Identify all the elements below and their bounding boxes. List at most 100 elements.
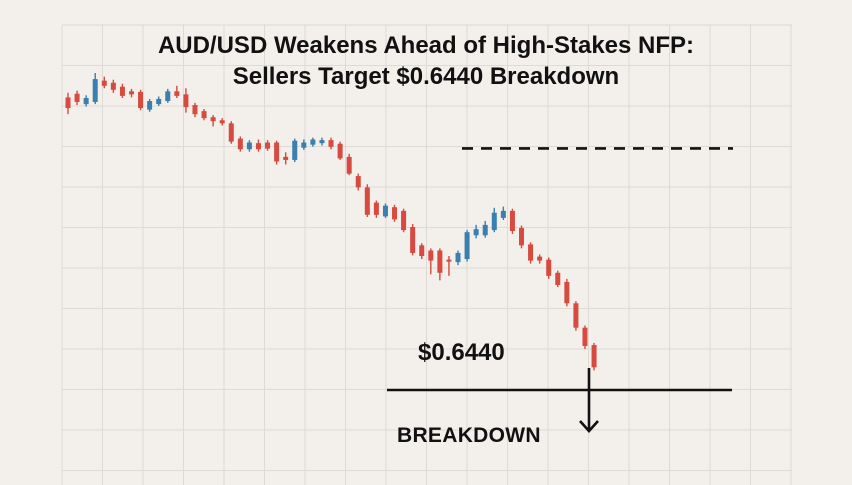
candle-down	[255, 139, 261, 152]
candle-body	[528, 244, 534, 261]
candle-body	[582, 327, 588, 346]
candle-body	[310, 139, 316, 145]
candle-down	[564, 278, 570, 307]
candle-body	[119, 86, 125, 96]
candle-body	[491, 212, 497, 231]
candle-down	[555, 270, 561, 288]
chart-title-line-1: AUD/USD Weakens Ahead of High-Stakes NFP…	[157, 32, 695, 59]
candle-body	[274, 142, 280, 162]
candle-down	[201, 108, 207, 121]
candle-down	[237, 136, 243, 152]
candle-up	[310, 137, 316, 147]
candle-down	[428, 248, 434, 275]
candle-body	[455, 252, 461, 263]
candle-body	[564, 281, 570, 304]
candle-body	[255, 143, 261, 150]
candle-body	[283, 156, 289, 160]
candle-body	[65, 97, 71, 109]
candle-body	[83, 98, 89, 105]
candle-down	[101, 76, 107, 89]
candle-body	[110, 82, 116, 90]
candle-body	[337, 143, 343, 159]
candle-body	[392, 207, 398, 220]
candle-body	[328, 140, 334, 147]
candle-body	[147, 101, 153, 110]
candle-up	[147, 98, 153, 112]
candle-down	[210, 115, 216, 127]
candle-down	[174, 85, 180, 99]
candle-body	[346, 156, 352, 174]
candle-up	[92, 73, 98, 105]
candle-body	[192, 105, 198, 115]
candle-body	[355, 176, 361, 188]
candle-up	[464, 230, 470, 262]
candle-body	[419, 245, 425, 256]
levels	[387, 147, 733, 433]
candle-down	[128, 88, 134, 98]
breakdown-label: BREAKDOWN	[397, 424, 541, 447]
support-price-label: $0.6440	[418, 339, 505, 366]
candle-down	[219, 118, 225, 126]
candle-body	[428, 250, 434, 261]
candle-down	[373, 200, 379, 218]
candle-body	[301, 142, 307, 148]
candle-up	[246, 140, 252, 152]
candle-up	[83, 95, 89, 107]
candle-body	[183, 94, 189, 108]
candle-body	[201, 111, 207, 119]
candle-down	[138, 89, 144, 111]
candle-body	[555, 272, 561, 285]
candle-up	[500, 206, 506, 221]
candle-body	[546, 259, 552, 276]
candle-down	[119, 83, 125, 99]
candle-body	[573, 303, 579, 328]
candle-down	[274, 140, 280, 165]
candle-down	[346, 153, 352, 176]
candle-body	[128, 91, 134, 95]
candle-down	[74, 90, 80, 106]
candle-up	[301, 139, 307, 150]
candle-down	[364, 184, 370, 217]
candle-body	[509, 210, 515, 231]
candle-down	[110, 79, 116, 93]
grid	[61, 24, 792, 485]
candle-body	[246, 142, 252, 150]
candle-body	[174, 91, 180, 96]
candle-down	[537, 254, 543, 264]
candle-down	[392, 204, 398, 222]
candle-body	[437, 250, 443, 273]
candle-up	[491, 207, 497, 233]
breakdown-arrow-head	[579, 420, 599, 433]
candle-down	[283, 152, 289, 165]
candle-down	[509, 208, 515, 235]
candle-up	[165, 88, 171, 103]
candle-body	[446, 259, 452, 262]
candle-body	[519, 227, 524, 246]
candle-up	[156, 96, 162, 106]
candle-body	[319, 140, 325, 144]
candle-down	[65, 92, 71, 115]
candle-body	[92, 79, 98, 102]
candle-body	[364, 187, 370, 215]
candle-down	[582, 325, 588, 350]
candle-body	[165, 91, 171, 102]
candle-body	[219, 120, 225, 124]
candle-body	[265, 142, 271, 149]
candle-down	[437, 248, 443, 281]
candle-down	[519, 225, 524, 249]
candle-down	[265, 140, 271, 151]
candle-body	[482, 224, 488, 236]
candle-up	[382, 203, 388, 218]
candle-down	[419, 243, 425, 260]
candle-body	[382, 205, 388, 217]
candle-down	[228, 121, 234, 144]
candle-up	[473, 224, 479, 239]
candles	[65, 73, 597, 371]
candle-body	[138, 91, 144, 109]
candle-body	[101, 80, 107, 86]
candle-down	[355, 173, 361, 191]
candle-up	[319, 137, 325, 146]
candle-down	[328, 137, 334, 150]
